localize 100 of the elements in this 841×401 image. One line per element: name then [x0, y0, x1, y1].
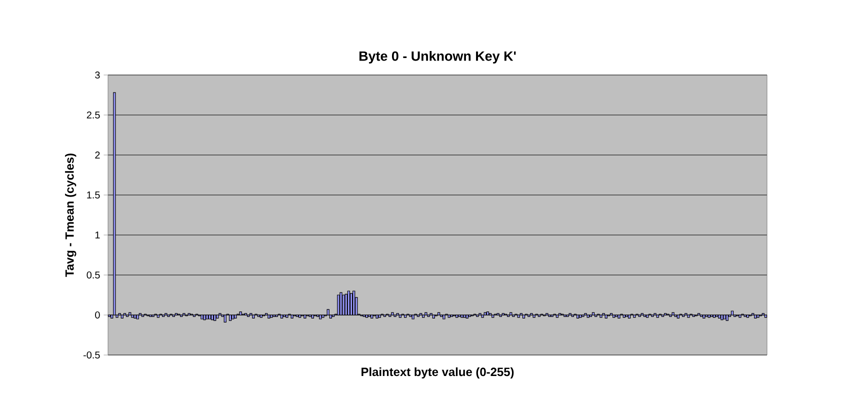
bar [466, 314, 468, 318]
bar [708, 314, 710, 318]
bar [224, 314, 226, 322]
bar [350, 293, 353, 316]
bar [486, 312, 490, 316]
bar [600, 314, 602, 318]
bar [326, 309, 330, 316]
bar [234, 314, 237, 318]
bar [304, 314, 306, 318]
bar [376, 314, 378, 318]
y-tick-label: 2 [95, 152, 100, 158]
bar [522, 314, 526, 318]
y-tick-label: 2.5 [86, 111, 100, 119]
bar [322, 314, 324, 318]
bar [633, 314, 636, 318]
bar [228, 314, 232, 321]
y-tick-label: 1.5 [87, 192, 100, 198]
bar [764, 314, 768, 318]
bar [340, 292, 342, 316]
x-axis-title: Plaintext byte value (0-255) [362, 367, 514, 379]
bar [517, 314, 520, 318]
bar [604, 314, 608, 318]
y-tick-label: -0.5 [84, 351, 100, 359]
bar [592, 312, 595, 316]
bar [136, 314, 139, 320]
bar [347, 290, 350, 316]
bar [337, 294, 340, 316]
bar [448, 314, 450, 318]
bar [481, 314, 484, 318]
bar [214, 314, 216, 321]
bar [754, 314, 757, 318]
bar [378, 314, 381, 318]
bar [352, 290, 356, 316]
bar [200, 314, 204, 320]
bar [412, 314, 414, 320]
bar [232, 314, 234, 320]
bar [723, 314, 726, 320]
y-tick-label: 3 [95, 71, 100, 79]
bar [311, 314, 314, 318]
bar [391, 312, 394, 316]
bar [586, 314, 590, 318]
bar [746, 314, 750, 318]
bar [319, 314, 322, 320]
bar [298, 314, 302, 318]
bar [113, 92, 116, 316]
bar [618, 314, 620, 318]
bar [463, 314, 466, 318]
bar [492, 314, 494, 318]
bar [424, 312, 428, 316]
bar [676, 314, 680, 318]
bar [432, 314, 435, 318]
y-tick-label: 1 [95, 232, 100, 238]
bar [622, 314, 626, 318]
bar [156, 314, 160, 318]
bar [720, 314, 724, 320]
bar [206, 314, 208, 320]
bar [120, 314, 124, 318]
chart-title: Byte 0 - Unknown Key K' [359, 50, 516, 64]
bar [656, 314, 659, 318]
y-tick-label: 0.5 [86, 271, 100, 279]
bar [532, 314, 536, 318]
bar [712, 314, 716, 318]
bar [286, 314, 288, 318]
bar [216, 314, 219, 318]
bar [134, 314, 136, 318]
bar [252, 314, 255, 318]
bar [342, 294, 345, 316]
bar [738, 314, 742, 318]
y-tick-label: 0 [95, 311, 100, 319]
bar [455, 314, 458, 318]
bar [442, 314, 446, 320]
bar [628, 314, 631, 318]
bar [344, 294, 348, 316]
bar [290, 314, 294, 318]
bar [398, 314, 402, 318]
bar [646, 314, 649, 318]
bar [260, 314, 263, 318]
bar [730, 310, 734, 316]
bar [280, 314, 284, 318]
bar [460, 314, 464, 318]
bar [422, 314, 425, 318]
bar [612, 314, 616, 318]
bar [365, 314, 368, 318]
bar [718, 314, 721, 318]
y-axis-title: Tavg - Tmean (cycles) [65, 154, 76, 277]
bar [128, 312, 132, 316]
bar [726, 314, 728, 321]
bar [370, 314, 374, 318]
bar [556, 314, 559, 318]
bar [510, 312, 512, 316]
bar [203, 314, 206, 320]
bar [210, 314, 214, 320]
bar [208, 314, 212, 320]
bar [484, 312, 486, 316]
bar [131, 314, 134, 318]
bar [579, 314, 582, 318]
bar [437, 312, 440, 316]
bar [687, 314, 690, 318]
bar [268, 314, 270, 318]
bar [404, 314, 407, 318]
